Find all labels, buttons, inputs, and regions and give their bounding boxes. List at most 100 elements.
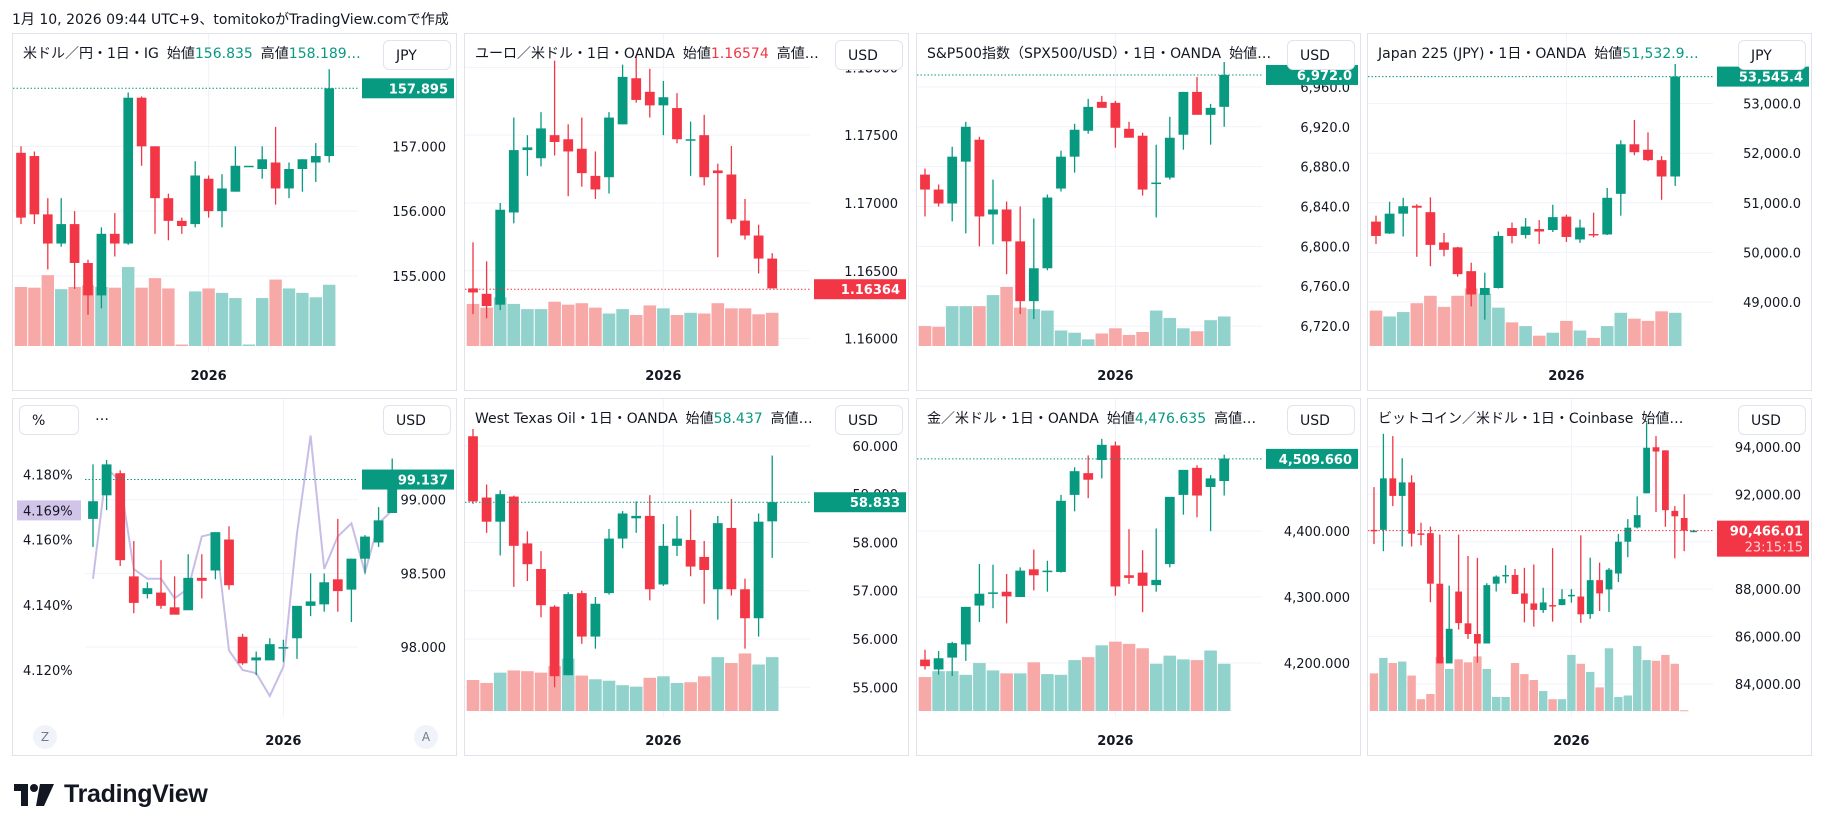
- symbol-title[interactable]: Japan 225 (JPY)・1日・OANDA: [1378, 46, 1587, 62]
- candle[interactable]: [740, 198, 750, 240]
- candle[interactable]: [672, 515, 682, 556]
- symbol-title[interactable]: S&P500指数（SPX500/USD）・1日・OANDA: [927, 46, 1222, 62]
- candle[interactable]: [481, 484, 492, 533]
- candle[interactable]: [1479, 272, 1490, 320]
- candle[interactable]: [522, 135, 533, 176]
- symbol-legend[interactable]: ビットコイン／米ドル・1日・Coinbase 始値…: [1378, 408, 1683, 428]
- chart-panel[interactable]: 94,000.0092,000.0090,000.0088,000.0086,0…: [1367, 398, 1812, 756]
- candle[interactable]: [1629, 120, 1640, 156]
- candle[interactable]: [163, 193, 174, 241]
- symbol-title[interactable]: ビットコイン／米ドル・1日・Coinbase: [1378, 411, 1634, 427]
- candle[interactable]: [947, 146, 958, 222]
- candle[interactable]: [1530, 564, 1538, 627]
- candle[interactable]: [576, 590, 587, 644]
- candle[interactable]: [712, 515, 723, 620]
- candle[interactable]: [590, 597, 601, 649]
- candle[interactable]: [1151, 528, 1162, 592]
- candle[interactable]: [373, 507, 384, 547]
- currency-button[interactable]: USD: [1287, 40, 1355, 70]
- candle[interactable]: [1137, 550, 1148, 613]
- candle[interactable]: [1192, 76, 1202, 115]
- candle[interactable]: [42, 198, 53, 270]
- candle[interactable]: [1568, 589, 1575, 603]
- candle[interactable]: [699, 541, 710, 604]
- candle[interactable]: [644, 68, 655, 118]
- candle[interactable]: [243, 165, 254, 168]
- symbol-title[interactable]: …: [95, 408, 109, 424]
- candle[interactable]: [1370, 487, 1378, 545]
- candle[interactable]: [631, 56, 642, 103]
- chart-canvas[interactable]: 157.000 156.000 155.000 157.895 2026: [13, 34, 458, 392]
- candle[interactable]: [672, 93, 682, 144]
- candle[interactable]: [264, 638, 275, 661]
- candle[interactable]: [297, 159, 308, 192]
- candle[interactable]: [251, 651, 262, 676]
- candle[interactable]: [481, 261, 492, 319]
- currency-button[interactable]: JPY: [1738, 40, 1806, 70]
- candle[interactable]: [604, 112, 614, 194]
- candle[interactable]: [1069, 123, 1080, 173]
- candle[interactable]: [699, 114, 710, 186]
- candle[interactable]: [190, 161, 201, 228]
- candle[interactable]: [1439, 232, 1449, 257]
- currency-button[interactable]: USD: [835, 405, 903, 435]
- tradingview-logo[interactable]: TradingView: [14, 780, 208, 809]
- symbol-title[interactable]: 金／米ドル・1日・OANDA: [927, 411, 1099, 427]
- candle[interactable]: [495, 202, 506, 311]
- candle[interactable]: [988, 564, 998, 609]
- candle[interactable]: [224, 526, 234, 590]
- candle[interactable]: [947, 641, 958, 677]
- candle[interactable]: [96, 227, 107, 309]
- candle[interactable]: [217, 174, 227, 228]
- candle[interactable]: [1558, 589, 1566, 606]
- candle[interactable]: [1643, 423, 1650, 494]
- candle[interactable]: [278, 639, 289, 662]
- candle[interactable]: [210, 532, 221, 580]
- candle[interactable]: [576, 117, 587, 187]
- candle[interactable]: [1624, 519, 1632, 558]
- candle[interactable]: [495, 490, 506, 556]
- symbol-legend[interactable]: 金／米ドル・1日・OANDA 始値4,476.635 高値…: [927, 408, 1256, 428]
- candle[interactable]: [1502, 565, 1509, 584]
- candle[interactable]: [360, 535, 370, 574]
- zoom-reset-button[interactable]: Z: [33, 725, 57, 749]
- candle[interactable]: [726, 146, 737, 224]
- candle[interactable]: [270, 126, 281, 205]
- candle[interactable]: [960, 606, 971, 661]
- candle[interactable]: [1455, 534, 1462, 630]
- candle[interactable]: [324, 69, 335, 163]
- candle[interactable]: [468, 429, 478, 504]
- currency-button[interactable]: USD: [1738, 405, 1806, 435]
- chart-panel[interactable]: 157.000 156.000 155.000 157.895 2026 米ドル／円・1日…: [12, 33, 457, 391]
- candle[interactable]: [1539, 587, 1547, 613]
- candle[interactable]: [1137, 132, 1148, 196]
- candle[interactable]: [536, 551, 546, 618]
- candle[interactable]: [1056, 150, 1066, 192]
- candle[interactable]: [319, 573, 330, 612]
- chart-canvas[interactable]: 6,960.06,920.06,880.06,840.06,800.06,760…: [917, 34, 1362, 392]
- candle[interactable]: [767, 253, 778, 289]
- candle[interactable]: [767, 455, 778, 558]
- candle[interactable]: [1178, 91, 1189, 150]
- candle[interactable]: [1549, 548, 1556, 622]
- candle[interactable]: [920, 168, 930, 217]
- candle[interactable]: [196, 554, 207, 599]
- candle[interactable]: [1015, 567, 1026, 597]
- candle[interactable]: [1652, 436, 1660, 513]
- candle[interactable]: [1380, 433, 1387, 552]
- candle[interactable]: [156, 560, 166, 609]
- candle[interactable]: [142, 582, 153, 599]
- candle[interactable]: [933, 184, 944, 207]
- candle[interactable]: [974, 136, 985, 247]
- candle[interactable]: [1577, 535, 1585, 623]
- candle[interactable]: [128, 541, 139, 614]
- candle[interactable]: [1110, 100, 1121, 148]
- candle[interactable]: [1398, 458, 1406, 547]
- candle[interactable]: [1656, 156, 1667, 200]
- chart-panel[interactable]: 1.180001.175001.170001.165001.160001.163…: [464, 33, 909, 391]
- candle[interactable]: [1633, 496, 1641, 529]
- candle[interactable]: [631, 501, 642, 533]
- symbol-legend[interactable]: S&P500指数（SPX500/USD）・1日・OANDA 始値…: [927, 43, 1271, 63]
- candle[interactable]: [1192, 465, 1202, 518]
- candle[interactable]: [292, 605, 302, 659]
